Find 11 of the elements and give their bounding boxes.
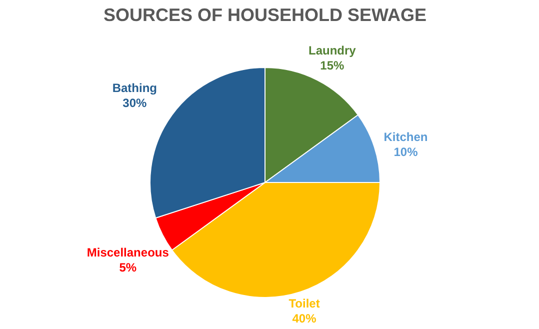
- data-label: 40%: [292, 311, 317, 326]
- slice-label: Toilet: [288, 296, 320, 310]
- data-label: 5%: [119, 260, 137, 274]
- data-label: 30%: [122, 96, 148, 110]
- data-label: 10%: [394, 144, 418, 159]
- chart-title: SOURCES OF HOUSEHOLD SEWAGE: [103, 4, 427, 25]
- data-label: 15%: [320, 58, 345, 73]
- slice-label: Laundry: [308, 44, 356, 58]
- slice-label: Bathing: [112, 80, 158, 95]
- slice-label: Kitchen: [384, 130, 428, 144]
- slice-label: Miscellaneous: [86, 245, 170, 260]
